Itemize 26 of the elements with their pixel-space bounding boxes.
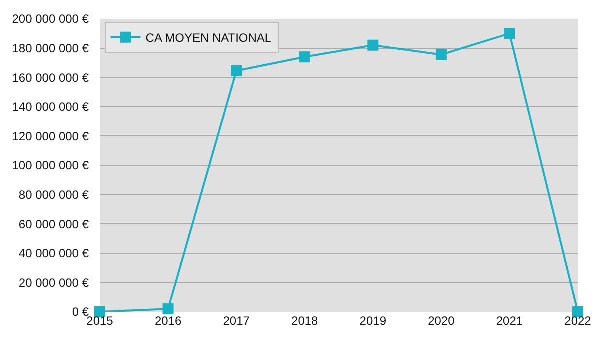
x-tick-label: 2016 xyxy=(154,314,182,328)
x-tick-label: 2018 xyxy=(292,314,319,328)
point xyxy=(94,306,106,318)
y-tick-label: 200 000 000 € xyxy=(12,12,90,26)
point xyxy=(436,49,447,60)
y-tick-label: 80 000 000 € xyxy=(18,188,90,202)
x-tick-label: 2017 xyxy=(223,314,250,328)
x-tick-label: 2020 xyxy=(428,314,456,328)
y-tick-label: 40 000 000 € xyxy=(18,246,90,261)
y-tick-label: 120 000 000 € xyxy=(12,129,90,144)
point xyxy=(299,52,310,63)
y-tick-label: 20 000 000 € xyxy=(18,276,90,290)
point xyxy=(504,28,516,40)
point xyxy=(231,66,242,77)
y-tick-label: 160 000 000 € xyxy=(12,70,90,85)
y-tick-label: 140 000 000 € xyxy=(12,100,90,114)
x-tick-label: 2019 xyxy=(360,314,387,328)
y-tick-label: 100 000 000 € xyxy=(12,158,90,173)
point xyxy=(572,306,584,318)
x-tick-label: 2022 xyxy=(564,314,592,328)
x-tick-label: 2021 xyxy=(496,314,524,328)
legend-label: CA MOYEN NATIONAL xyxy=(146,31,272,46)
y-tick-label: 60 000 000 € xyxy=(18,217,90,232)
point xyxy=(162,304,174,315)
point xyxy=(368,40,379,51)
y-tick-label: 180 000 000 € xyxy=(12,42,90,56)
